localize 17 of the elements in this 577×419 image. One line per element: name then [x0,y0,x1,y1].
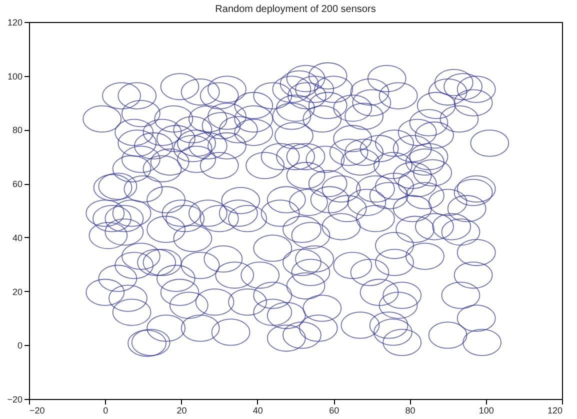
y-tick-label: 20 [12,286,22,297]
y-tick-label: 120 [7,18,22,28]
x-tick-label: −20 [30,406,45,416]
y-tick-label: 100 [7,71,22,82]
x-tick-label: 60 [329,406,340,416]
x-tick-label: 20 [176,406,187,416]
x-tick-label: 0 [103,406,108,416]
x-tick-label: 40 [252,406,263,416]
x-tick-label: 100 [478,406,494,416]
y-tick-label: −20 [7,394,22,404]
y-tick-label: 40 [12,232,22,243]
y-tick-label: 60 [12,179,22,190]
x-tick-label: 120 [547,406,562,416]
x-tick-label: 80 [405,406,416,416]
y-tick-label: 0 [17,340,22,351]
y-tick-label: 80 [12,125,22,136]
chart-title: Random deployment of 200 sensors [215,4,376,15]
